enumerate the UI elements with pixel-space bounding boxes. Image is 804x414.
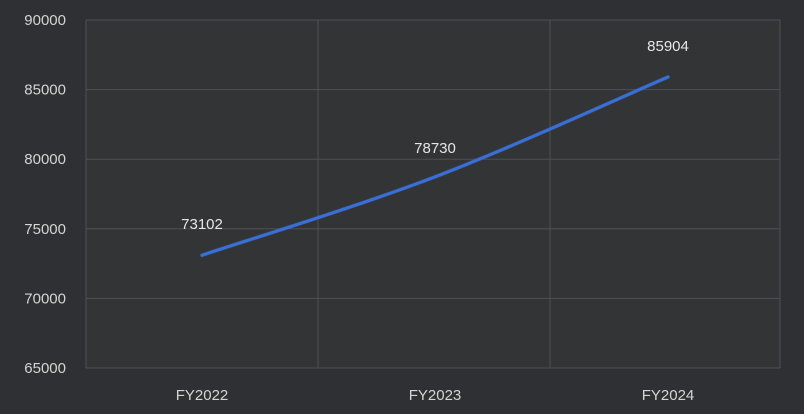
data-labels: 73102 78730 85904 <box>181 38 689 233</box>
y-tick-label: 80000 <box>24 151 66 168</box>
y-tick-label: 85000 <box>24 82 66 99</box>
gridlines <box>85 19 781 369</box>
data-label: 73102 <box>181 216 223 233</box>
series-group <box>200 75 670 258</box>
data-label: 85904 <box>647 38 689 55</box>
data-point <box>200 253 204 257</box>
x-tick-label: FY2023 <box>409 387 462 404</box>
y-tick-label: 70000 <box>24 290 66 307</box>
y-tick-label: 65000 <box>24 360 66 377</box>
data-point <box>433 175 437 179</box>
data-point <box>666 75 670 79</box>
x-axis: FY2022 FY2023 FY2024 <box>176 387 695 404</box>
data-label: 78730 <box>414 140 456 157</box>
x-tick-label: FY2024 <box>642 387 695 404</box>
x-tick-label: FY2022 <box>176 387 229 404</box>
plot-area <box>86 20 780 368</box>
y-tick-label: 90000 <box>24 12 66 29</box>
y-tick-label: 75000 <box>24 221 66 238</box>
y-axis: 65000 70000 75000 80000 85000 90000 <box>24 12 66 377</box>
